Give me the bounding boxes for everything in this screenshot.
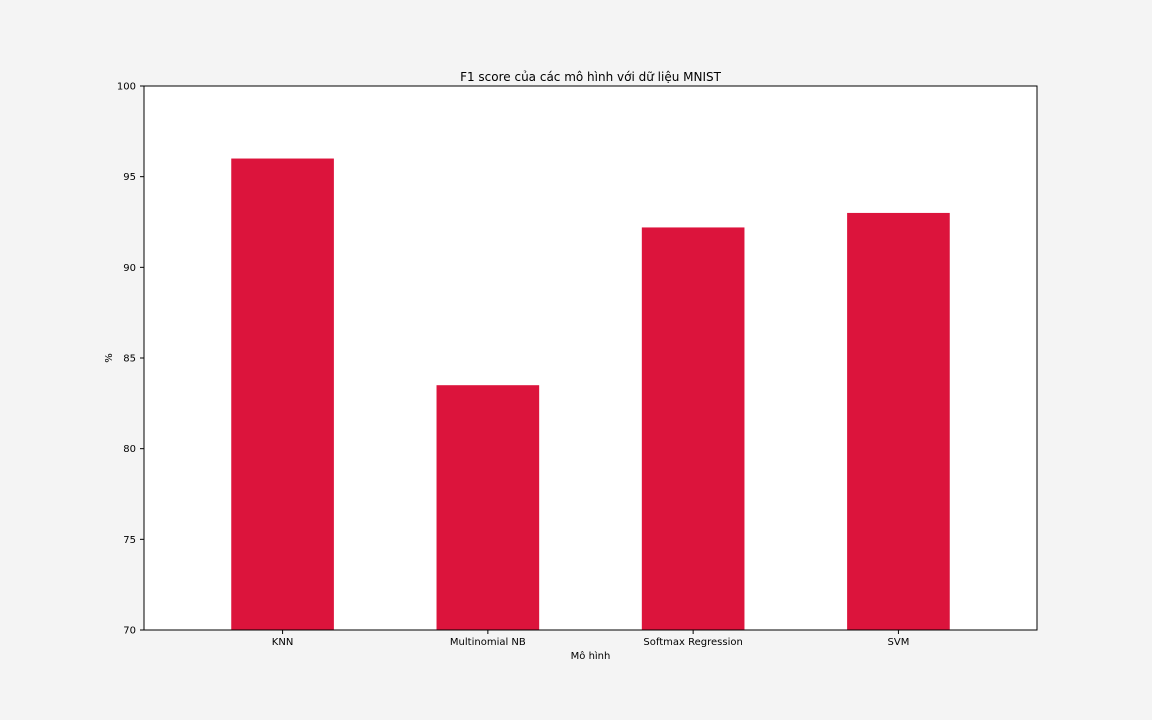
chart-title: F1 score của các mô hình với dữ liệu MNI… [460,70,722,84]
bar-knn [231,158,334,630]
bar-svm [847,212,950,630]
x-axis-ticks: KNN Multinomial NB Softmax Regression SVM [272,630,910,648]
plot-frame [143,85,1038,631]
y-tick-label: 90 [123,263,136,274]
bar-multinomial-nb [436,385,540,630]
x-tick-label: SVM [888,637,910,648]
y-tick-label: 100 [117,82,136,93]
x-axis-label: Mô hình [571,650,611,662]
x-tick-label: Multinomial NB [450,637,526,648]
bars [231,158,950,630]
y-tick-label: 80 [123,444,136,455]
y-tick-label: 75 [123,535,136,546]
y-axis-ticks: 70 75 80 85 90 95 100 [117,82,144,637]
y-tick-label: 85 [123,354,136,365]
bar-softmax-regression [641,227,745,630]
x-tick-label: KNN [272,637,294,648]
y-tick-label: 95 [123,172,136,183]
y-tick-label: 70 [123,626,136,637]
x-tick-label: Softmax Regression [643,637,742,648]
y-axis-label: % [104,353,115,363]
